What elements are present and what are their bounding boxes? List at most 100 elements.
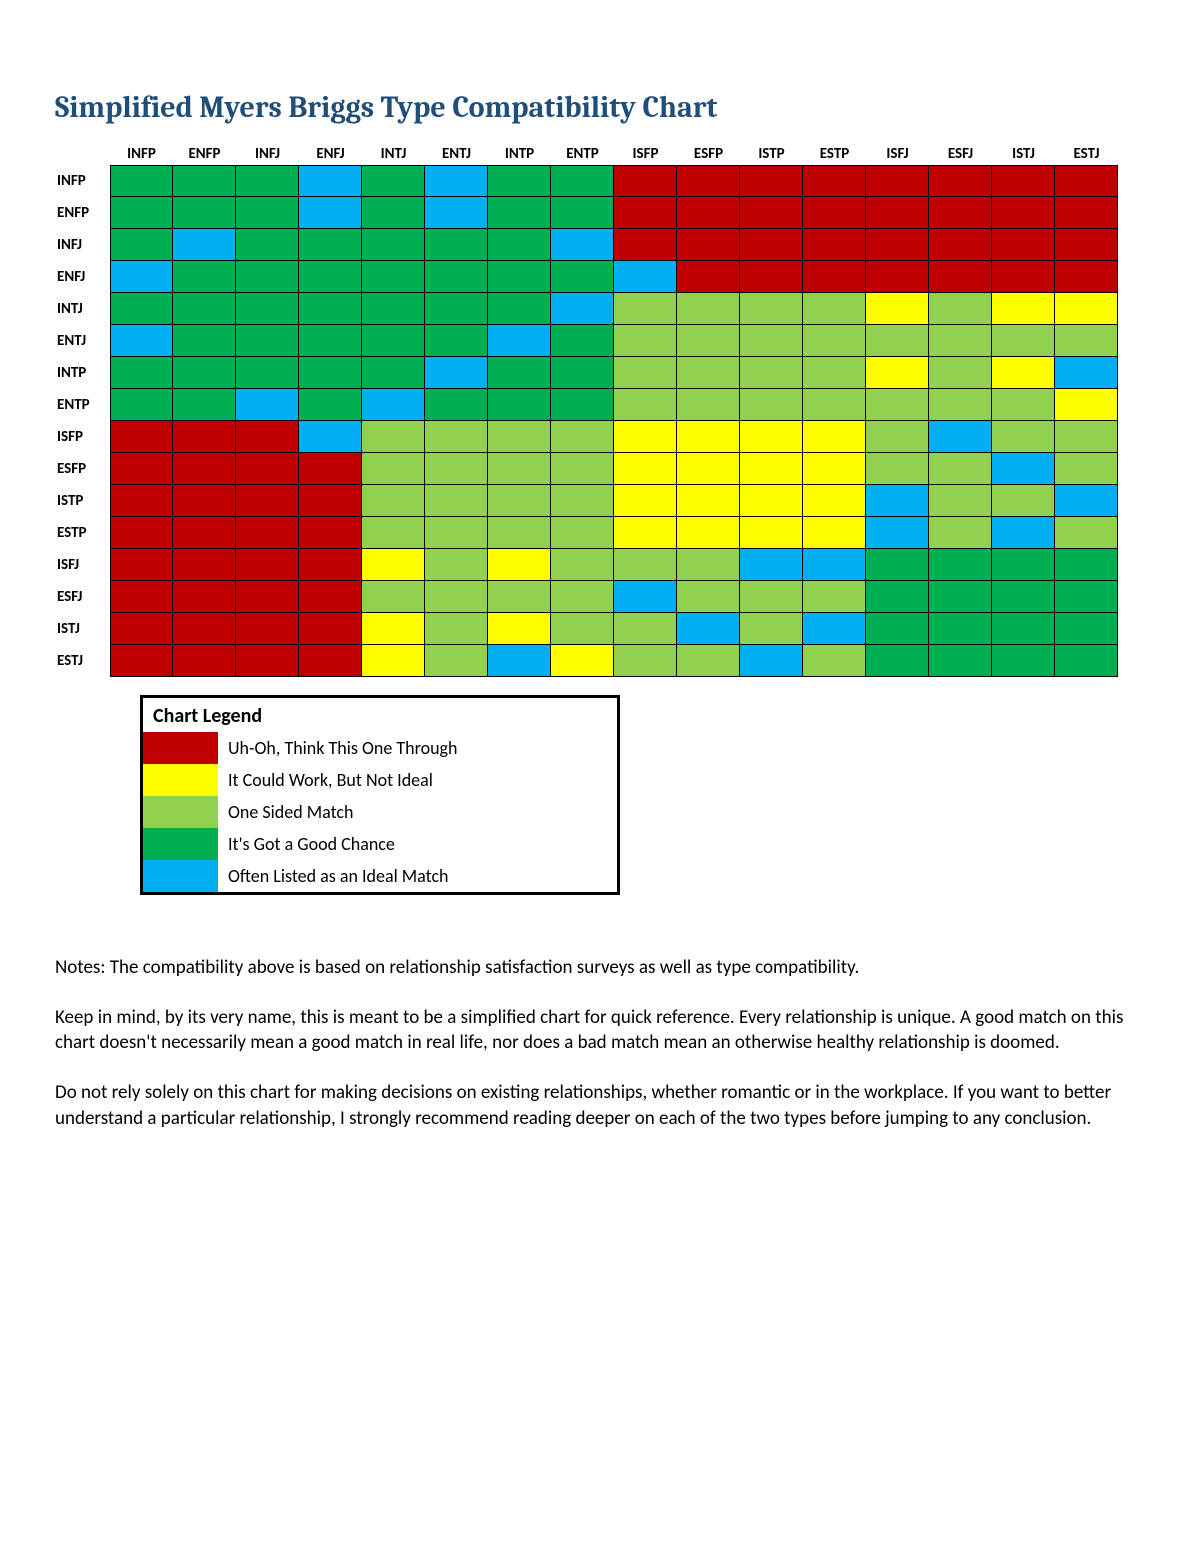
legend-item: It's Got a Good Chance [143,828,617,860]
heatmap-cell [236,261,299,293]
column-header: ENTP [551,137,614,165]
heatmap-cell [992,421,1055,453]
heatmap-cell [992,261,1055,293]
heatmap-cell [173,229,236,261]
heatmap-cell [299,165,362,197]
heatmap-cell [992,357,1055,389]
heatmap-cell [236,421,299,453]
heatmap-cell [110,197,173,229]
heatmap-cell [425,549,488,581]
heatmap-cell [740,293,803,325]
heatmap-cell [173,549,236,581]
heatmap-cell [866,357,929,389]
heatmap-cell [425,581,488,613]
compatibility-heatmap: INFPENFPINFJENFJINTJENTJINTPENTPISFPESFP… [55,137,1130,677]
heatmap-cell [488,485,551,517]
column-header: ESTP [803,137,866,165]
heatmap-row [110,261,1118,293]
heatmap-cell [299,357,362,389]
heatmap-cell [677,261,740,293]
heatmap-cell [425,229,488,261]
heatmap-cell [1055,197,1118,229]
heatmap-cell [551,517,614,549]
heatmap-cell [362,229,425,261]
heatmap-cell [614,645,677,677]
heatmap-cell [677,517,740,549]
heatmap-cell [488,613,551,645]
heatmap-cell [866,613,929,645]
heatmap-row [110,485,1118,517]
heatmap-cell [992,389,1055,421]
heatmap-cell [425,261,488,293]
heatmap-cell [1055,389,1118,421]
heatmap-cell [1055,453,1118,485]
heatmap-cell [929,645,992,677]
heatmap-cell [362,389,425,421]
column-header: ENFP [173,137,236,165]
heatmap-cell [740,645,803,677]
heatmap-cell [929,549,992,581]
heatmap-cell [866,325,929,357]
heatmap-cell [236,293,299,325]
heatmap-row [110,325,1118,357]
heatmap-cell [1055,293,1118,325]
row-header: ESTJ [55,645,110,677]
heatmap-cell [992,197,1055,229]
heatmap-cell [425,421,488,453]
heatmap-cell [173,261,236,293]
heatmap-cell [614,229,677,261]
heatmap-cell [677,485,740,517]
heatmap-cell [362,645,425,677]
row-header: ESFP [55,453,110,485]
heatmap-cell [236,229,299,261]
heatmap-cell [1055,421,1118,453]
heatmap-cell [866,293,929,325]
heatmap-cell [425,197,488,229]
heatmap-cell [110,485,173,517]
heatmap-cell [740,325,803,357]
heatmap-cell [551,581,614,613]
heatmap-cell [488,453,551,485]
heatmap-cell [614,453,677,485]
heatmap-cell [362,293,425,325]
heatmap-cell [425,645,488,677]
legend-label: It Could Work, But Not Ideal [218,769,433,791]
heatmap-cell [425,293,488,325]
heatmap-cell [425,357,488,389]
heatmap-cell [173,197,236,229]
heatmap-cell [866,165,929,197]
heatmap-cell [866,549,929,581]
heatmap-cell [425,325,488,357]
legend-item: One Sided Match [143,796,617,828]
heatmap-cell [992,485,1055,517]
heatmap-cell [803,229,866,261]
row-header: INFP [55,165,110,197]
heatmap-cell [677,357,740,389]
heatmap-cell [992,453,1055,485]
heatmap-cell [299,453,362,485]
heatmap-cell [614,293,677,325]
heatmap-cell [740,453,803,485]
heatmap-cell [1055,261,1118,293]
heatmap-cell [362,485,425,517]
heatmap-cell [236,165,299,197]
heatmap-cell [236,197,299,229]
heatmap-cell [551,645,614,677]
heatmap-cell [362,517,425,549]
notes-paragraph: Notes: The compatibility above is based … [55,955,1130,981]
heatmap-cell [551,293,614,325]
heatmap-cell [803,293,866,325]
legend-label: One Sided Match [218,801,353,823]
heatmap-cell [992,549,1055,581]
heatmap-row [110,581,1118,613]
heatmap-cell [236,517,299,549]
heatmap-cell [614,261,677,293]
heatmap-cell [173,165,236,197]
heatmap-cell [866,261,929,293]
heatmap-cell [740,549,803,581]
row-header: ENFP [55,197,110,229]
heatmap-cell [551,165,614,197]
heatmap-cell [803,165,866,197]
heatmap-cell [614,517,677,549]
heatmap-cell [740,197,803,229]
